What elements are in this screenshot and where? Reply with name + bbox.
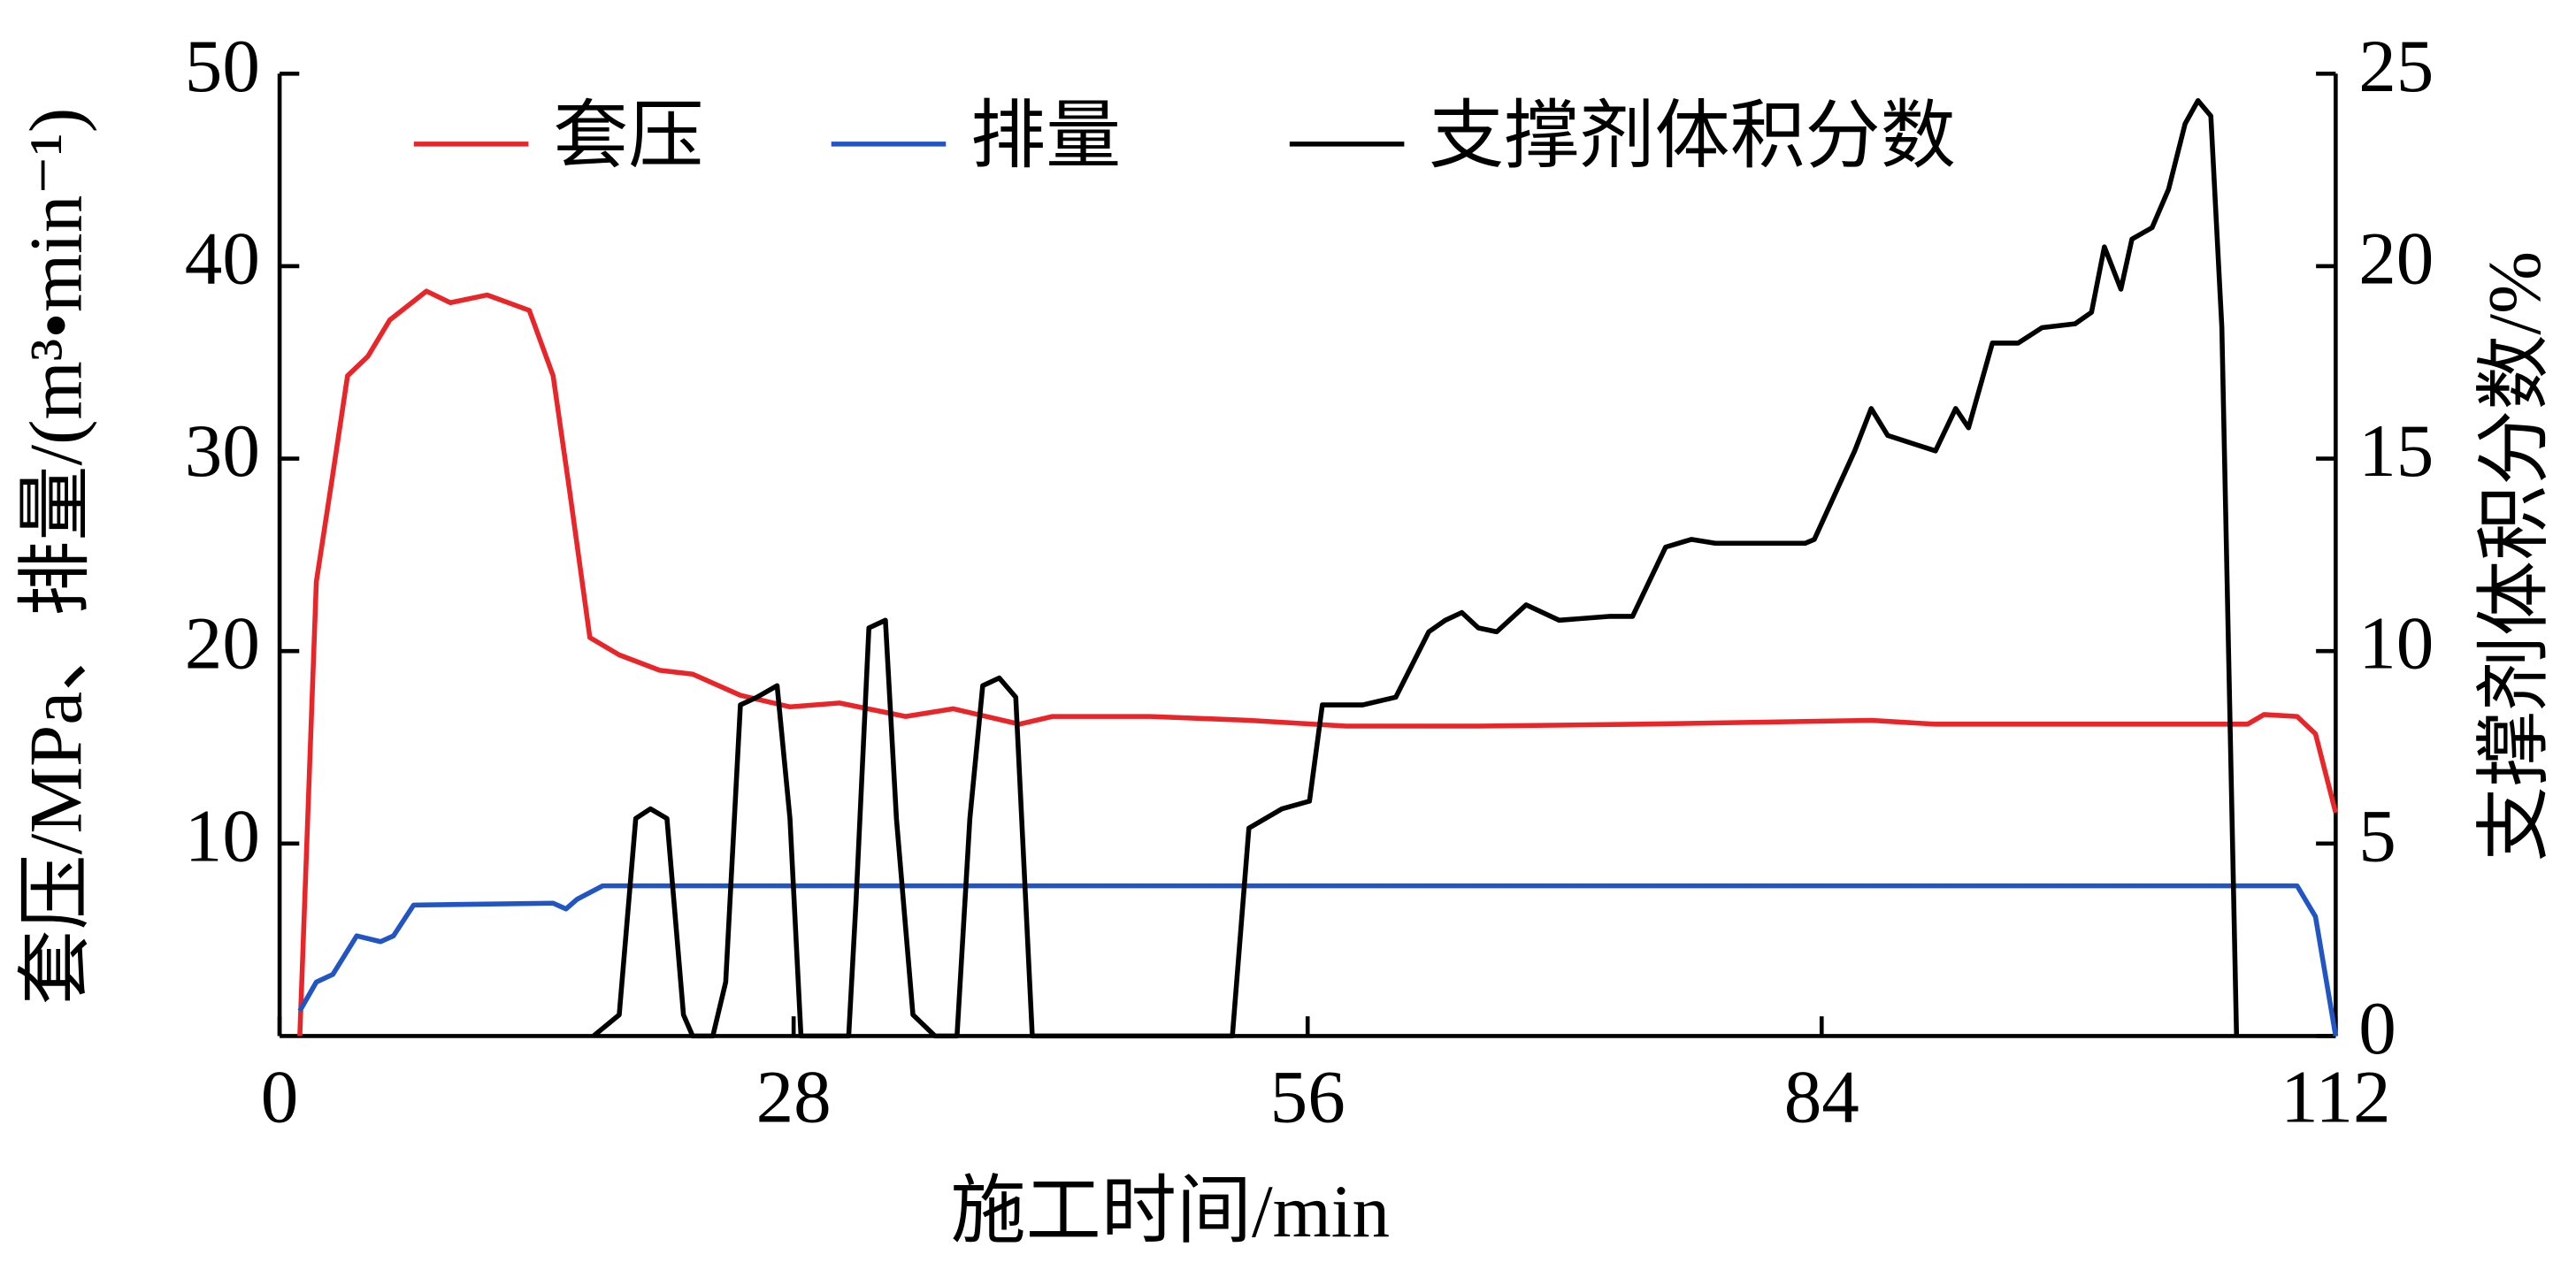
y2-axis-label: 支撑剂体积分数/%: [2473, 251, 2557, 861]
y2-tick-label: 0: [2358, 987, 2396, 1070]
series-line: [297, 883, 2339, 1037]
legend-label: 支撑剂体积分数: [1429, 95, 1956, 178]
y-tick-label: 10: [185, 794, 260, 877]
x-tick-label: 0: [261, 1056, 299, 1139]
x-tick-label: 28: [756, 1056, 832, 1139]
x-tick-label: 84: [1784, 1056, 1859, 1139]
y2-tick-label: 15: [2358, 409, 2434, 493]
x-tick-label: 112: [2281, 1056, 2391, 1139]
legend-label: 排量: [970, 95, 1121, 178]
y-tick-label: 40: [185, 217, 260, 300]
legend-label: 套压: [553, 95, 703, 178]
y-tick-label: 30: [185, 409, 260, 493]
series-line: [592, 97, 2240, 1039]
y-axis-label: 套压/MPa、排量/(m³•min⁻¹): [14, 108, 97, 1006]
y2-tick-label: 5: [2358, 794, 2396, 877]
y2-tick-label: 25: [2358, 25, 2434, 108]
series-line: [297, 288, 2339, 1037]
y2-tick-label: 20: [2358, 217, 2434, 300]
x-axis-label: 施工时间/min: [951, 1170, 1390, 1253]
y2-tick-label: 10: [2358, 602, 2434, 685]
y-tick-label: 20: [185, 602, 260, 685]
y-tick-label: 50: [185, 25, 260, 108]
x-tick-label: 56: [1270, 1056, 1346, 1139]
